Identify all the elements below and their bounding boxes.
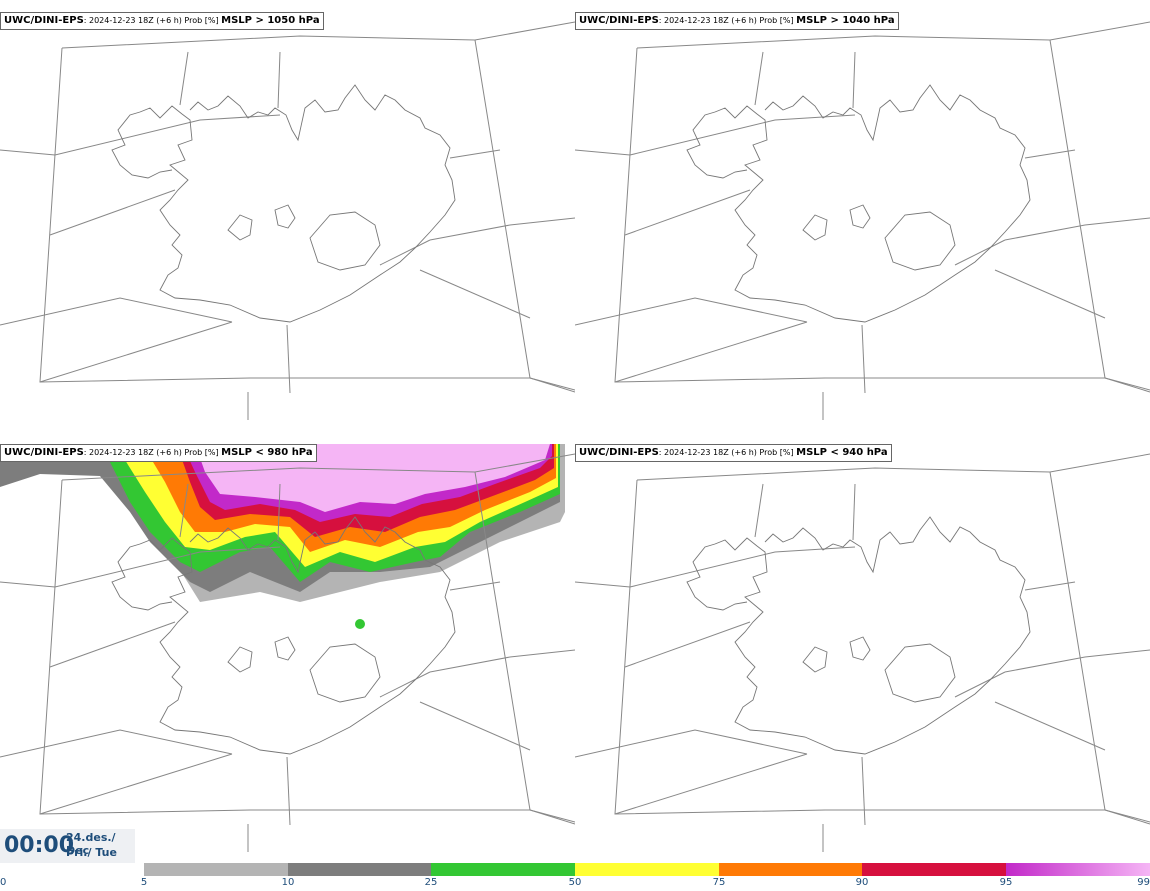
panel-title: UWC/DINI-EPS: 2024-12-23 18Z (+6 h) Prob… [575,12,899,30]
map-canvas [0,444,575,853]
map-canvas [575,453,1150,853]
valid-time-box: 00:00 24.des./ Dec Þri./ Tue [0,829,135,863]
map-panel-2: UWC/DINI-EPS: 2024-12-23 18Z (+6 h) Prob… [575,0,1150,430]
colorbar-segment-6 [862,863,1006,876]
colorbar-label: 0 [0,877,7,888]
colorbar-segment-7 [1006,863,1150,876]
map-panel-3: UWC/DINI-EPS: 2024-12-23 18Z (+6 h) Prob… [0,432,575,862]
colorbar-segment-0 [0,863,144,876]
colorbar-label: 75 [712,877,726,888]
colorbar-segment-3 [431,863,575,876]
probability-colorbar: 0 5 10 25 50 75 90 95 99 [0,862,1150,891]
map-panel-4: UWC/DINI-EPS: 2024-12-23 18Z (+6 h) Prob… [575,432,1150,862]
colorbar-label: 10 [281,877,295,888]
map-canvas [0,21,575,421]
valid-time-clock: 00:00 [4,833,75,858]
map-canvas [575,21,1150,421]
colorbar-label: 5 [140,877,148,888]
colorbar-label: 25 [424,877,438,888]
colorbar-segment-5 [719,863,862,876]
panel-title: UWC/DINI-EPS: 2024-12-23 18Z (+6 h) Prob… [0,444,317,462]
colorbar-segment-4 [575,863,719,876]
panel-title: UWC/DINI-EPS: 2024-12-23 18Z (+6 h) Prob… [0,12,324,30]
colorbar-segment-2 [288,863,431,876]
valid-date-line2: Þri./ Tue [66,846,117,859]
colorbar-label: 90 [855,877,869,888]
colorbar-segment-1 [144,863,288,876]
map-panel-1: UWC/DINI-EPS: 2024-12-23 18Z (+6 h) Prob… [0,0,575,430]
panel-title: UWC/DINI-EPS: 2024-12-23 18Z (+6 h) Prob… [575,444,892,462]
probability-field [0,444,565,629]
colorbar-label: 99 [1137,877,1150,888]
valid-date-line1: 24.des./ Dec [66,831,116,857]
colorbar-label: 95 [999,877,1013,888]
colorbar-label: 50 [568,877,582,888]
